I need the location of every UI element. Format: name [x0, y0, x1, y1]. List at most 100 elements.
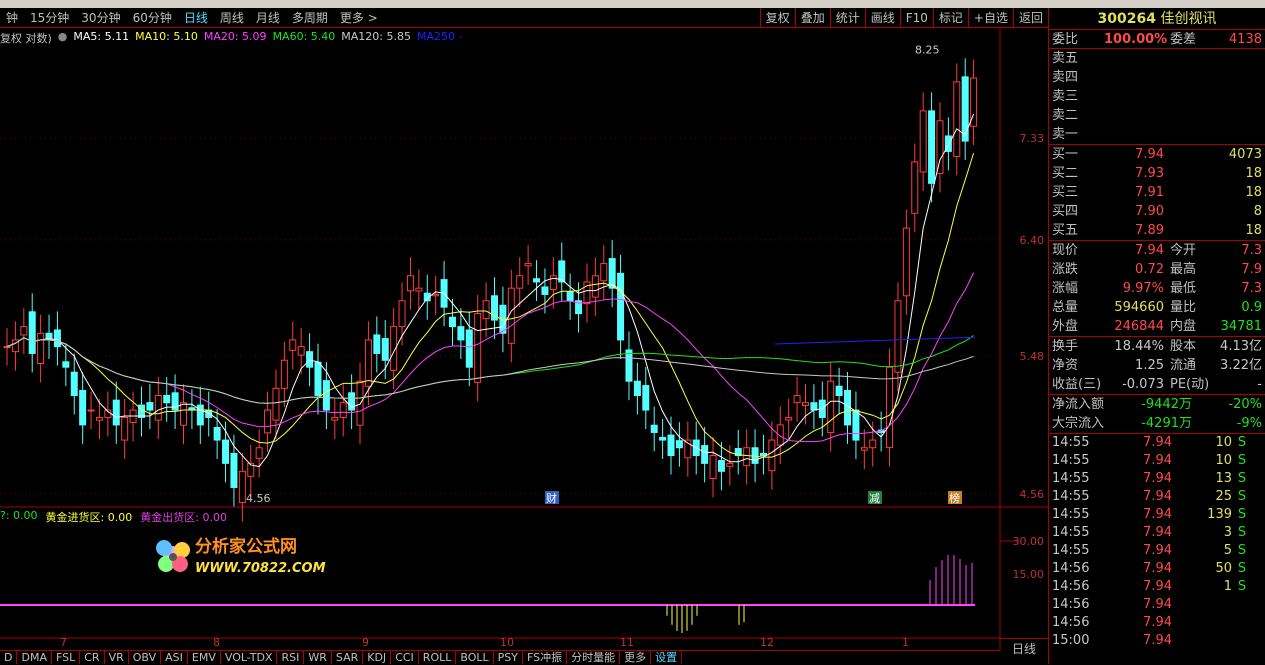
label: 大宗流入	[1052, 416, 1105, 431]
value: 18.44%	[1114, 339, 1164, 354]
indicator-tab[interactable]: 更多	[620, 651, 652, 664]
indicator-tab[interactable]: KDJ	[363, 651, 392, 664]
event-marker-label: 榜	[949, 491, 960, 505]
candle-body	[37, 332, 45, 364]
candle-body	[886, 366, 894, 449]
ma250-line	[774, 336, 976, 345]
flow-row: 大宗流入 -4291万 -9%	[1049, 414, 1265, 433]
tick-cell: 7.94	[1143, 525, 1172, 540]
indicator-tab[interactable]: ROLL	[419, 651, 457, 664]
indicator-tab[interactable]: DMA	[17, 651, 52, 664]
ma-legend-item: MA60: 5.40	[272, 30, 336, 43]
tool-button[interactable]: 叠加	[794, 8, 830, 28]
tool-button[interactable]: 统计	[829, 8, 865, 28]
candle-body	[583, 281, 591, 305]
indicator-tab[interactable]: ASI	[161, 651, 188, 664]
tick-row: 14:55 7.94 25 S	[1049, 488, 1265, 506]
candle-body	[146, 402, 154, 411]
buy-level: 买二 7.93 18	[1049, 164, 1265, 183]
day-button[interactable]: 日线	[1000, 638, 1048, 658]
label: 最高	[1170, 262, 1197, 277]
indicator-tab[interactable]: CCI	[391, 651, 419, 664]
candle-body	[894, 300, 902, 373]
price-tick: 5.48	[1020, 350, 1045, 363]
candle-body	[575, 300, 583, 315]
candle-body	[768, 439, 776, 472]
ma-legend: 复权 对数) ● MA5: 5.11 MA10: 5.10 MA20: 5.09 MA…	[0, 30, 462, 46]
tick-row: 14:55 7.94 10 S	[1049, 434, 1265, 452]
period-tab[interactable]: 多周期	[291, 11, 328, 25]
indicator-tab[interactable]: D	[0, 651, 18, 664]
indicator-tab[interactable]: SAR	[332, 651, 364, 664]
period-tab[interactable]: 60分钟	[132, 11, 172, 25]
tool-button[interactable]: 画线	[864, 8, 900, 28]
period-tab[interactable]: 15分钟	[30, 11, 70, 25]
label: 现价	[1052, 243, 1079, 258]
tick-cell: 14:55	[1052, 471, 1090, 486]
label: 净资	[1052, 358, 1079, 373]
candle-body	[759, 452, 767, 457]
sell-level: 卖五	[1049, 49, 1265, 68]
watermark-title: 分析家公式网	[195, 536, 297, 557]
kline-chart[interactable]: 7.33 6.40 5.48 4.56 8.25 4.56 财 减 榜 30.00 15.00	[0, 28, 1048, 650]
indicator-tab[interactable]: VOL-TDX	[221, 651, 278, 664]
indicator-tab[interactable]: RSI	[277, 651, 305, 664]
chevron-down-icon[interactable]: ●	[57, 30, 68, 43]
indicator-tab[interactable]: VR	[105, 651, 129, 664]
tool-button[interactable]: 返回	[1012, 8, 1048, 28]
indicator-tab[interactable]: 分时量能	[567, 651, 621, 664]
candle-body	[835, 385, 843, 396]
candle-body	[860, 447, 868, 451]
label: 卖二	[1052, 108, 1079, 123]
indicator-tab[interactable]: FS冲振	[523, 651, 568, 664]
tool-button[interactable]: 标记	[932, 8, 968, 28]
candle-body	[70, 371, 78, 396]
indicator-tab[interactable]: EMV	[188, 651, 221, 664]
tick-cell: 7.94	[1143, 489, 1172, 504]
period-tab[interactable]: 30分钟	[81, 11, 121, 25]
indicator-tab[interactable]: BOLL	[456, 651, 494, 664]
period-tab[interactable]: 更多 >	[339, 11, 378, 25]
tick-cell: 50	[1215, 561, 1232, 576]
tool-button[interactable]: 复权	[759, 8, 795, 28]
tool-button[interactable]: +自选	[967, 8, 1013, 28]
tick-row: 14:55 7.94 10 S	[1049, 452, 1265, 470]
event-marker-label: 减	[869, 492, 880, 505]
candle-body	[432, 293, 440, 297]
candle-body	[314, 361, 322, 396]
indicator-tab[interactable]: CR	[80, 651, 105, 664]
candle-body	[398, 300, 406, 328]
candle-body	[516, 275, 524, 289]
candle-body	[936, 120, 944, 174]
tick-cell: 15:00	[1052, 633, 1090, 648]
candle-body	[902, 227, 910, 297]
period-tab[interactable]: 日线	[183, 11, 208, 25]
period-tab[interactable]: 月线	[255, 11, 280, 25]
indicator-tab[interactable]: OBV	[129, 651, 162, 664]
tool-button[interactable]: F10	[899, 8, 933, 28]
indicator-tab[interactable]: PSY	[494, 651, 523, 664]
candle-body	[255, 447, 263, 459]
candle-body	[667, 434, 675, 457]
candle-body	[339, 402, 347, 418]
label: 净流入额	[1052, 397, 1105, 412]
candle-body	[331, 416, 339, 421]
label: 买一	[1052, 147, 1079, 162]
tick-cell: 14:55	[1052, 525, 1090, 540]
value: 7.91	[1135, 185, 1164, 200]
value: 7.3	[1241, 243, 1262, 258]
sell-level: 卖四	[1049, 68, 1265, 87]
sell-level: 卖一	[1049, 125, 1265, 144]
indicator-tab[interactable]: WR	[304, 651, 332, 664]
period-tab[interactable]: 钟	[6, 11, 19, 25]
candle-body	[852, 409, 860, 441]
indicator-tab[interactable]: FSL	[52, 651, 81, 664]
ma-legend-item: MA5: 5.11	[73, 30, 130, 43]
tick-cell: 7.94	[1143, 597, 1172, 612]
indicator-tab[interactable]: 设置	[651, 651, 683, 664]
candle-body	[289, 339, 297, 351]
price-tick: 4.56	[1020, 488, 1045, 501]
period-tab[interactable]: 周线	[219, 11, 244, 25]
tick-cell: 14:55	[1052, 543, 1090, 558]
finance-row: 净资 1.25 流通 3.22亿	[1049, 356, 1265, 375]
